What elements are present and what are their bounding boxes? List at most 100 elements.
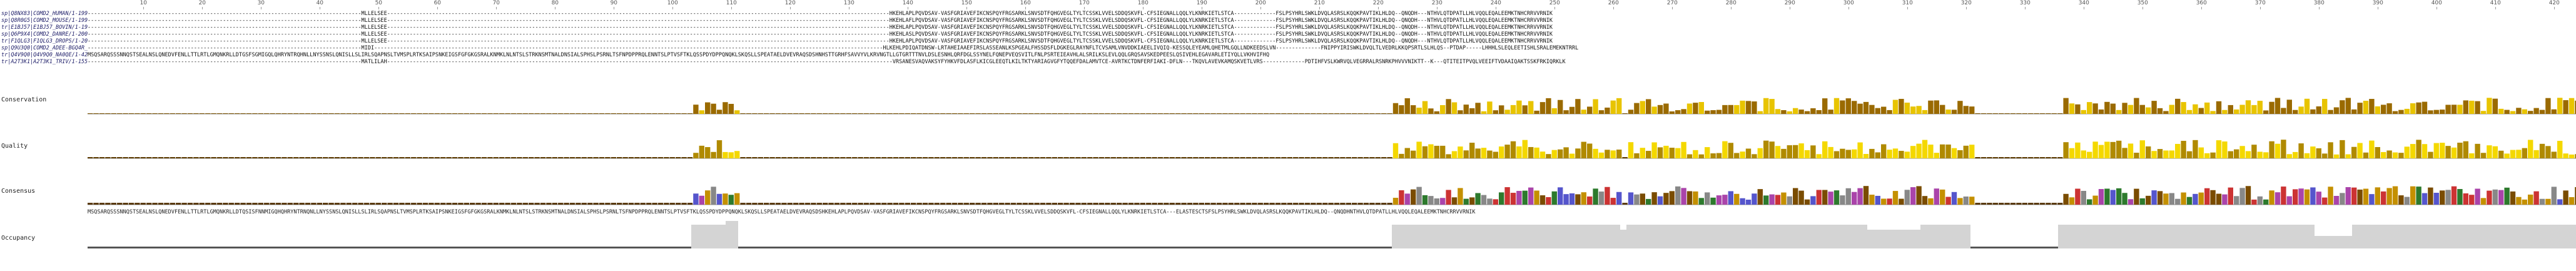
consensus-bar <box>1245 203 1252 205</box>
sequence-name[interactable]: tr|A2T3K1|A2T3K1_TRIV/1-155 <box>1 59 88 65</box>
consensus-bar <box>235 203 240 205</box>
sequence-name[interactable]: sp|Q8NX83|COMD2_HUMAN/1-199 <box>1 11 88 17</box>
conservation-bar <box>2340 100 2345 114</box>
conservation-bar <box>422 113 428 114</box>
consensus-bar <box>664 203 669 205</box>
consensus-bar <box>287 203 293 205</box>
consensus-bar <box>2028 203 2034 205</box>
conservation-bar <box>2263 110 2269 114</box>
sequence-name[interactable]: sp|Q6P9X4|COMD2_DANRE/1-200 <box>1 31 88 38</box>
quality-bar <box>1264 157 1269 158</box>
conservation-bar <box>2528 111 2533 114</box>
quality-bar <box>252 157 258 158</box>
sequence-row[interactable]: MSQSARQSSSNNQSTSEALNSLQNEDVFENLLTTLRTLGM… <box>88 52 1270 58</box>
conservation-bar <box>1975 113 1980 114</box>
sequence-row[interactable]: ----------------------------------------… <box>88 31 1553 38</box>
sequence-row[interactable]: ----------------------------------------… <box>88 11 1553 17</box>
consensus-bar <box>1222 203 1228 205</box>
conservation-bar <box>1416 108 1422 114</box>
consensus-bar <box>1569 193 1575 205</box>
conservation-bar <box>1558 100 1563 114</box>
sequence-name[interactable]: tr|Q4V9Q0|Q4V9Q0_NA0QE/1-426 <box>1 52 88 58</box>
sequence-row[interactable]: ----------------------------------------… <box>88 38 1553 44</box>
quality-bar <box>1205 157 1210 158</box>
conservation-bar <box>1175 113 1181 114</box>
consensus-bar <box>216 203 223 205</box>
conservation-bar <box>2139 105 2145 114</box>
quality-bar <box>375 157 381 158</box>
conservation-bar <box>1446 99 1451 114</box>
quality-bar <box>88 157 93 158</box>
sequence-row[interactable]: ----------------------------------------… <box>88 59 1566 65</box>
sequence-name[interactable]: tr|E1BJ57|E1BJ57_BOVIN/1-199 <box>1 24 88 31</box>
quality-bar <box>228 157 234 158</box>
conservation-label[interactable]: Conservation <box>1 96 47 103</box>
consensus-bar <box>2551 187 2557 205</box>
consensus-bar <box>1975 203 1980 205</box>
consensus-label[interactable]: Consensus <box>1 188 36 195</box>
quality-bar <box>622 157 628 158</box>
conservation-bar <box>2557 98 2563 114</box>
conservation-bar <box>199 113 205 114</box>
consensus-bar <box>951 203 958 205</box>
consensus-bar <box>223 203 228 205</box>
conservation-bar <box>640 113 646 114</box>
conservation-bar <box>1945 110 1951 114</box>
quality-bar <box>1863 153 1869 158</box>
quality-bar <box>940 157 946 158</box>
consensus-bar <box>499 203 505 205</box>
conservation-bar <box>2498 108 2504 114</box>
consensus-bar <box>1069 203 1075 205</box>
quality-bar <box>1869 148 1875 158</box>
sequence-row[interactable]: ----------------------------------------… <box>88 45 1579 51</box>
occupancy-label[interactable]: Occupancy <box>1 235 36 242</box>
conservation-bar <box>2310 109 2316 114</box>
quality-bar <box>493 157 499 158</box>
quality-label[interactable]: Quality <box>1 143 28 150</box>
sequence-name[interactable]: sp|Q8R0G5|COMD2_MOUSE/1-199 <box>1 18 88 24</box>
consensus-bar <box>1299 203 1304 205</box>
quality-bar <box>1516 146 1522 158</box>
consensus-bar <box>634 203 640 205</box>
conservation-bar <box>1257 113 1263 114</box>
ruler-tick-mark <box>202 7 203 9</box>
conservation-bar <box>1781 110 1787 114</box>
consensus-bar <box>328 203 334 205</box>
ruler-tick-label: 170 <box>1078 0 1090 6</box>
consensus-bar <box>2157 191 2163 205</box>
sequence-row[interactable]: ----------------------------------------… <box>88 24 1553 31</box>
consensus-bar <box>775 203 781 205</box>
quality-bar <box>2186 151 2193 158</box>
conservation-bar <box>1093 113 1098 114</box>
consensus-bar <box>2239 188 2245 205</box>
consensus-bar <box>205 203 211 205</box>
conservation-bar <box>1328 113 1334 114</box>
quality-bar <box>152 157 158 158</box>
consensus-bar <box>1010 203 1017 205</box>
consensus-bar <box>1005 203 1010 205</box>
consensus-bar <box>1240 203 1245 205</box>
quality-bar <box>458 157 464 158</box>
sequence-name[interactable]: sp|Q9U3Q0|COMD2_ADEE-BGQ4R_SCLLI/1-199 <box>1 45 88 51</box>
quality-bar <box>1698 154 1704 158</box>
consensus-bar <box>1046 203 1052 205</box>
conservation-bar <box>1363 113 1369 114</box>
quality-bar <box>1252 157 1257 158</box>
sequence-row[interactable]: ----------------------------------------… <box>88 18 1553 24</box>
consensus-bar <box>1563 194 1569 205</box>
quality-bar <box>646 157 652 158</box>
conservation-bar <box>1934 100 1939 114</box>
consensus-bar <box>887 203 893 205</box>
consensus-bar <box>828 203 834 205</box>
quality-bar <box>1475 148 1481 158</box>
consensus-bar <box>170 203 175 205</box>
sequence-name[interactable]: tr|F1QLG3|F1QLG3_DROPS/1-205 <box>1 38 88 44</box>
quality-bar <box>176 157 181 158</box>
conservation-bar <box>382 113 387 114</box>
quality-bar <box>2487 145 2492 158</box>
quality-bar <box>411 157 417 158</box>
quality-bar <box>2551 151 2557 158</box>
conservation-bar <box>1169 113 1175 114</box>
quality-bar <box>705 147 711 158</box>
conservation-bar <box>775 113 781 114</box>
